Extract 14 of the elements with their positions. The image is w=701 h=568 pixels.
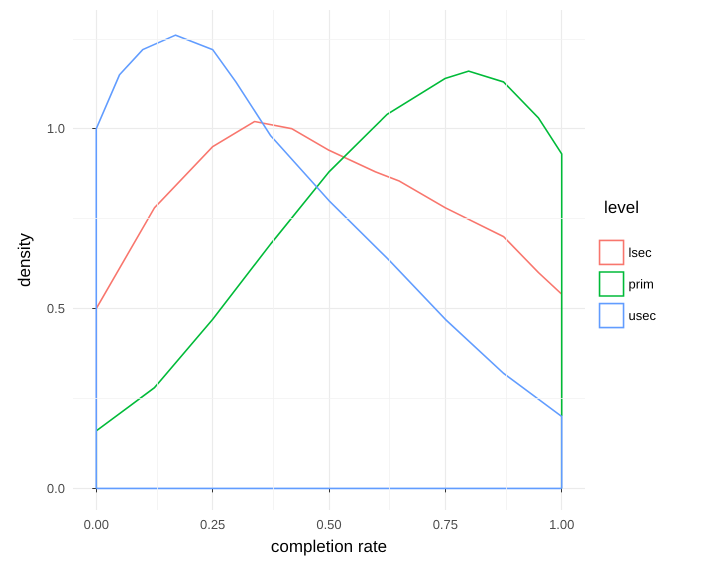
x-tick-label: 1.00 <box>549 517 574 532</box>
y-tick-label: 0.0 <box>46 480 65 496</box>
y-axis-title: density <box>15 232 34 287</box>
legend-label: lsec <box>628 244 652 260</box>
x-tick-label: 0.25 <box>200 517 226 532</box>
legend-label: usec <box>628 308 656 324</box>
x-tick-label: 0.75 <box>432 517 458 532</box>
y-tick-label: 0.5 <box>46 301 65 316</box>
x-tick-label: 0.00 <box>84 517 109 532</box>
x-tick-label: 0.50 <box>316 517 342 532</box>
legend-label: prim <box>628 276 654 292</box>
x-axis-title: completion rate <box>270 537 388 556</box>
y-tick-label: 1.0 <box>46 121 65 136</box>
legend-title: level <box>604 198 640 217</box>
